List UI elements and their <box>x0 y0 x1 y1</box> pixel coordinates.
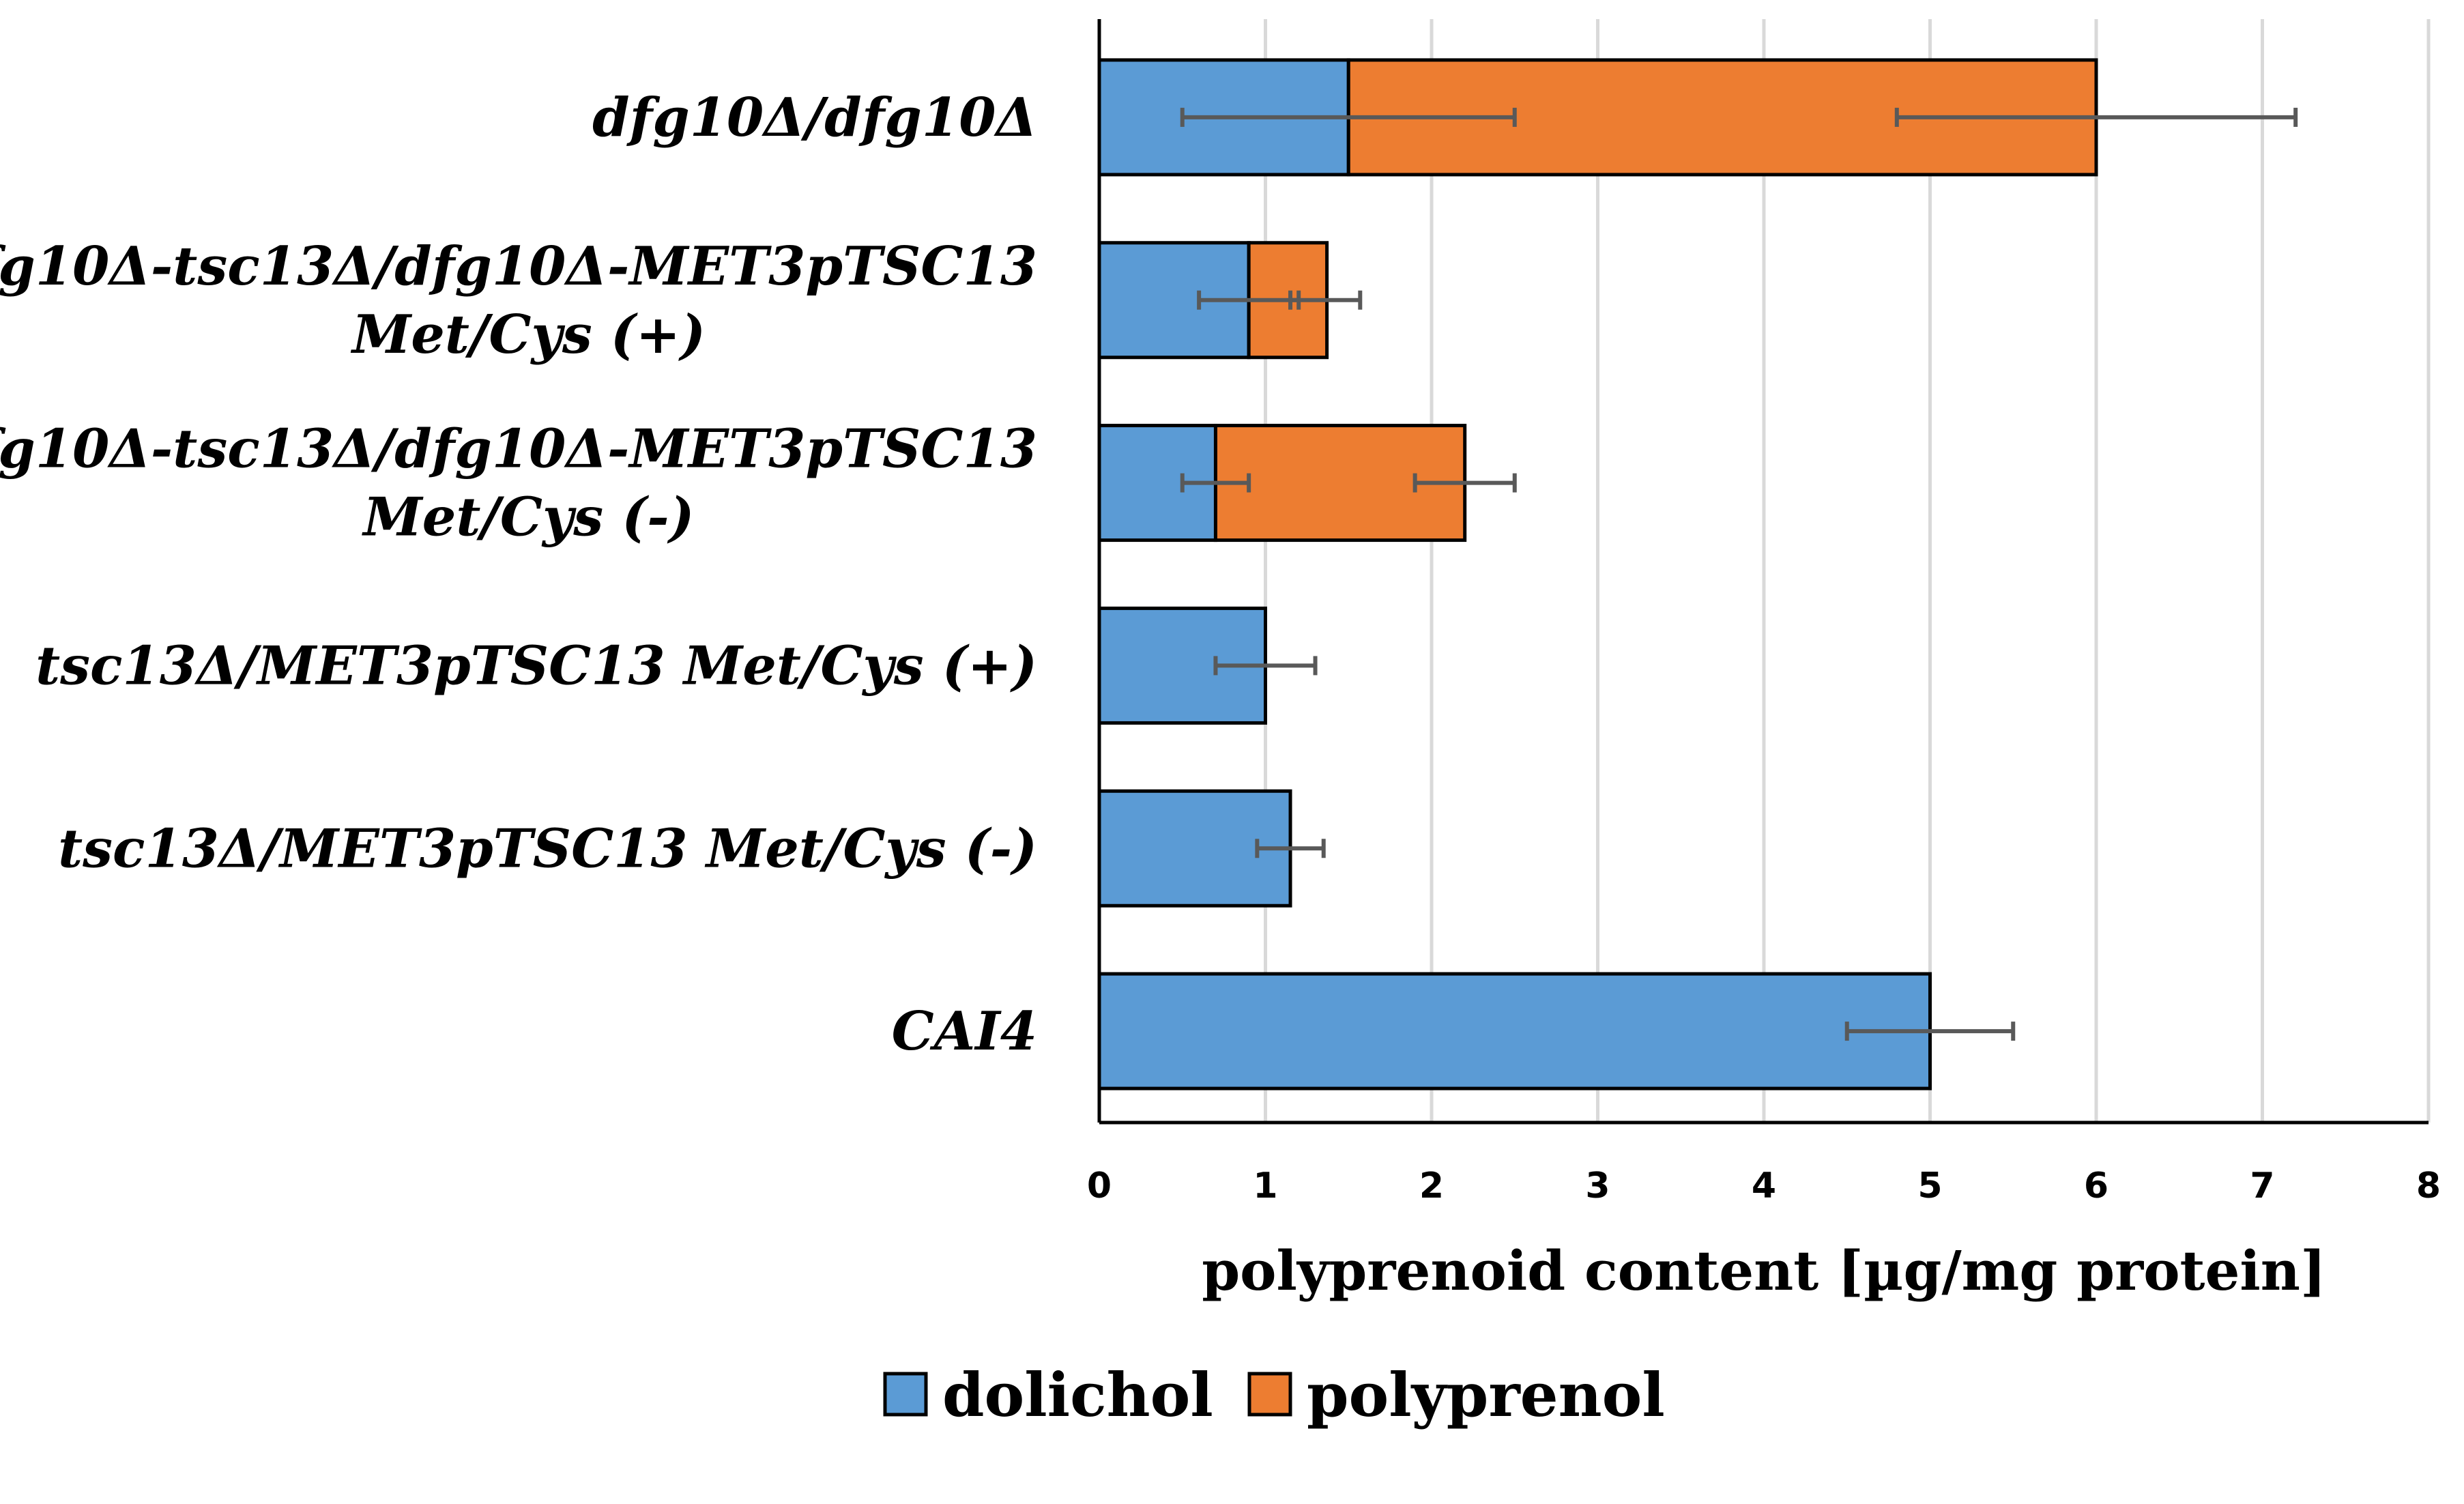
category-label-2-line-1: Met/Cys (-) <box>361 487 694 549</box>
legend-swatch-dolichol <box>883 1372 928 1417</box>
x-tick-label-6: 6 <box>2084 1166 2108 1206</box>
x-tick-label-3: 3 <box>1585 1166 1610 1206</box>
category-label-3-line-0: tsc13Δ/MET3pTSC13 Met/Cys (+) <box>35 635 1037 697</box>
x-tick-label-4: 4 <box>1752 1166 1776 1206</box>
category-label-4-line-0: tsc13Δ/MET3pTSC13 Met/Cys (-) <box>58 818 1037 880</box>
category-label-5-line-0: CAI4 <box>892 1000 1037 1062</box>
category-labels: dfg10Δ/dfg10Δ dfg10Δ-tsc13Δ/dfg10Δ-MET3pT… <box>0 87 1037 1062</box>
gridlines <box>1264 19 2431 1123</box>
axes: 0 1 2 3 4 5 6 7 8 <box>1087 19 2441 1206</box>
x-tick-label-1: 1 <box>1253 1166 1277 1206</box>
bar-dolichol-5 <box>1097 972 1932 1090</box>
category-label-1-line-1: Met/Cys (+) <box>350 304 706 366</box>
x-tick-label-0: 0 <box>1087 1166 1112 1206</box>
category-label-1-line-0: dfg10Δ-tsc13Δ/dfg10Δ-MET3pTSC13 <box>0 235 1037 298</box>
category-label-2-line-0: dfg10Δ-tsc13Δ/dfg10Δ-MET3pTSC13 <box>0 418 1037 480</box>
legend-swatch-polyprenol <box>1247 1372 1292 1417</box>
legend: dolichol polyprenol <box>883 1359 1665 1430</box>
x-axis-title: polyprenoid content [µg/mg protein] <box>1202 1239 2326 1303</box>
legend-label-dolichol: dolichol <box>942 1359 1213 1430</box>
legend-label-polyprenol: polyprenol <box>1307 1359 1665 1430</box>
x-tick-label-8: 8 <box>2416 1166 2441 1206</box>
category-label-0-line-0: dfg10Δ/dfg10Δ <box>592 87 1037 149</box>
error-bars <box>1180 107 2298 1041</box>
x-tick-label-7: 7 <box>2250 1166 2274 1206</box>
x-tick-label-2: 2 <box>1419 1166 1444 1206</box>
x-tick-label-5: 5 <box>1917 1166 1942 1206</box>
